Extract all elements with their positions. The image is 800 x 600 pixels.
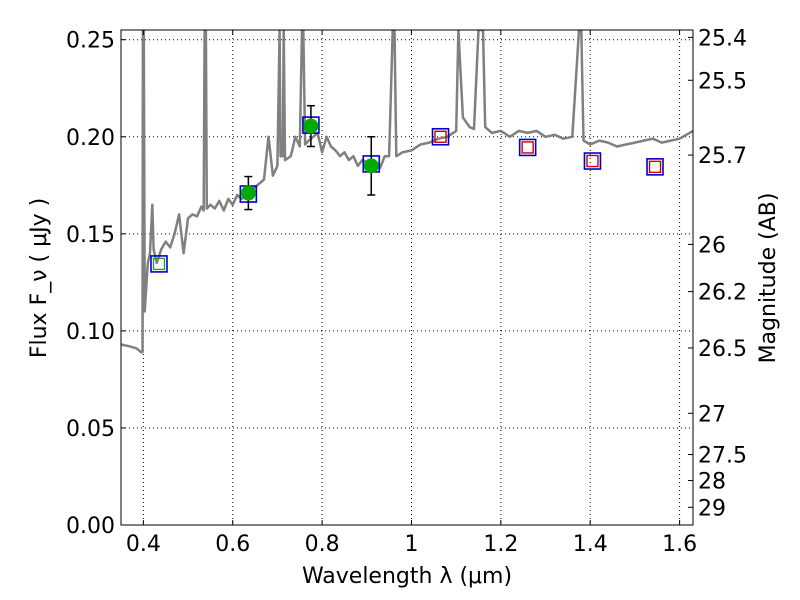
magnitude-tick-label: 25.7 — [698, 144, 747, 169]
model-spectrum-layer — [121, 30, 693, 354]
y-tick-label: 0.10 — [66, 320, 115, 345]
x-tick-label: 0.4 — [126, 532, 161, 557]
inner-photometry-square — [648, 160, 662, 174]
model-photometry-square — [583, 152, 602, 170]
magnitude-tick-label: 26.5 — [698, 337, 747, 362]
magnitude-tick-label: 28 — [698, 470, 726, 495]
y-tick-label: 0.25 — [66, 29, 115, 54]
x-tick-label: 1.2 — [483, 532, 518, 557]
magnitude-tick-label: 27.5 — [698, 444, 747, 469]
model-photometry-square — [518, 138, 537, 157]
model-photometry-square — [150, 255, 168, 273]
y-tick-label: 0.15 — [66, 223, 115, 248]
magnitude-tick-label: 27 — [698, 402, 726, 427]
x-axis-label: Wavelength λ (μm) — [302, 564, 512, 589]
model-spectrum-line — [121, 30, 693, 354]
magnitude-tick-label: 26 — [698, 233, 726, 258]
observed-flux-point — [303, 118, 319, 134]
magnitude-tick-label: 26.2 — [698, 281, 747, 306]
inner-photometry-square — [521, 141, 534, 154]
x-tick-label: 1 — [404, 532, 418, 557]
x-tick-label: 0.8 — [305, 532, 340, 557]
inner-photometry-square — [586, 154, 599, 168]
magnitude-tick-label: 25.4 — [698, 26, 747, 51]
observed-flux-point — [240, 185, 256, 201]
x-tick-label: 1.4 — [573, 532, 608, 557]
x-tick-label: 0.6 — [215, 532, 250, 557]
plot-frame — [120, 29, 694, 526]
axis-ticks: 0.4 0.6 0.8 1 1.2 1.4 1.6 0.00 0.05 0.10 0.15 0.20 0… — [66, 26, 747, 557]
magnitude-tick-label: 25.5 — [698, 69, 747, 94]
x-tick-label: 1.6 — [662, 532, 697, 557]
marker-layer — [150, 104, 664, 273]
y-axis-label: Flux F_ν ( μJy ) — [27, 198, 52, 358]
y-tick-label: 0.05 — [66, 417, 115, 442]
model-photometry-square — [646, 158, 664, 176]
inner-photometry-square — [434, 130, 447, 143]
model-photometry-square — [431, 127, 450, 146]
magnitude-tick-label: 29 — [698, 496, 726, 521]
inner-photometry-square — [152, 257, 166, 271]
y-tick-label: 0.20 — [66, 126, 115, 151]
observed-flux-point — [363, 158, 379, 174]
y-tick-label: 0.00 — [66, 514, 115, 539]
right-axis-label: Magnitude (AB) — [756, 193, 781, 364]
